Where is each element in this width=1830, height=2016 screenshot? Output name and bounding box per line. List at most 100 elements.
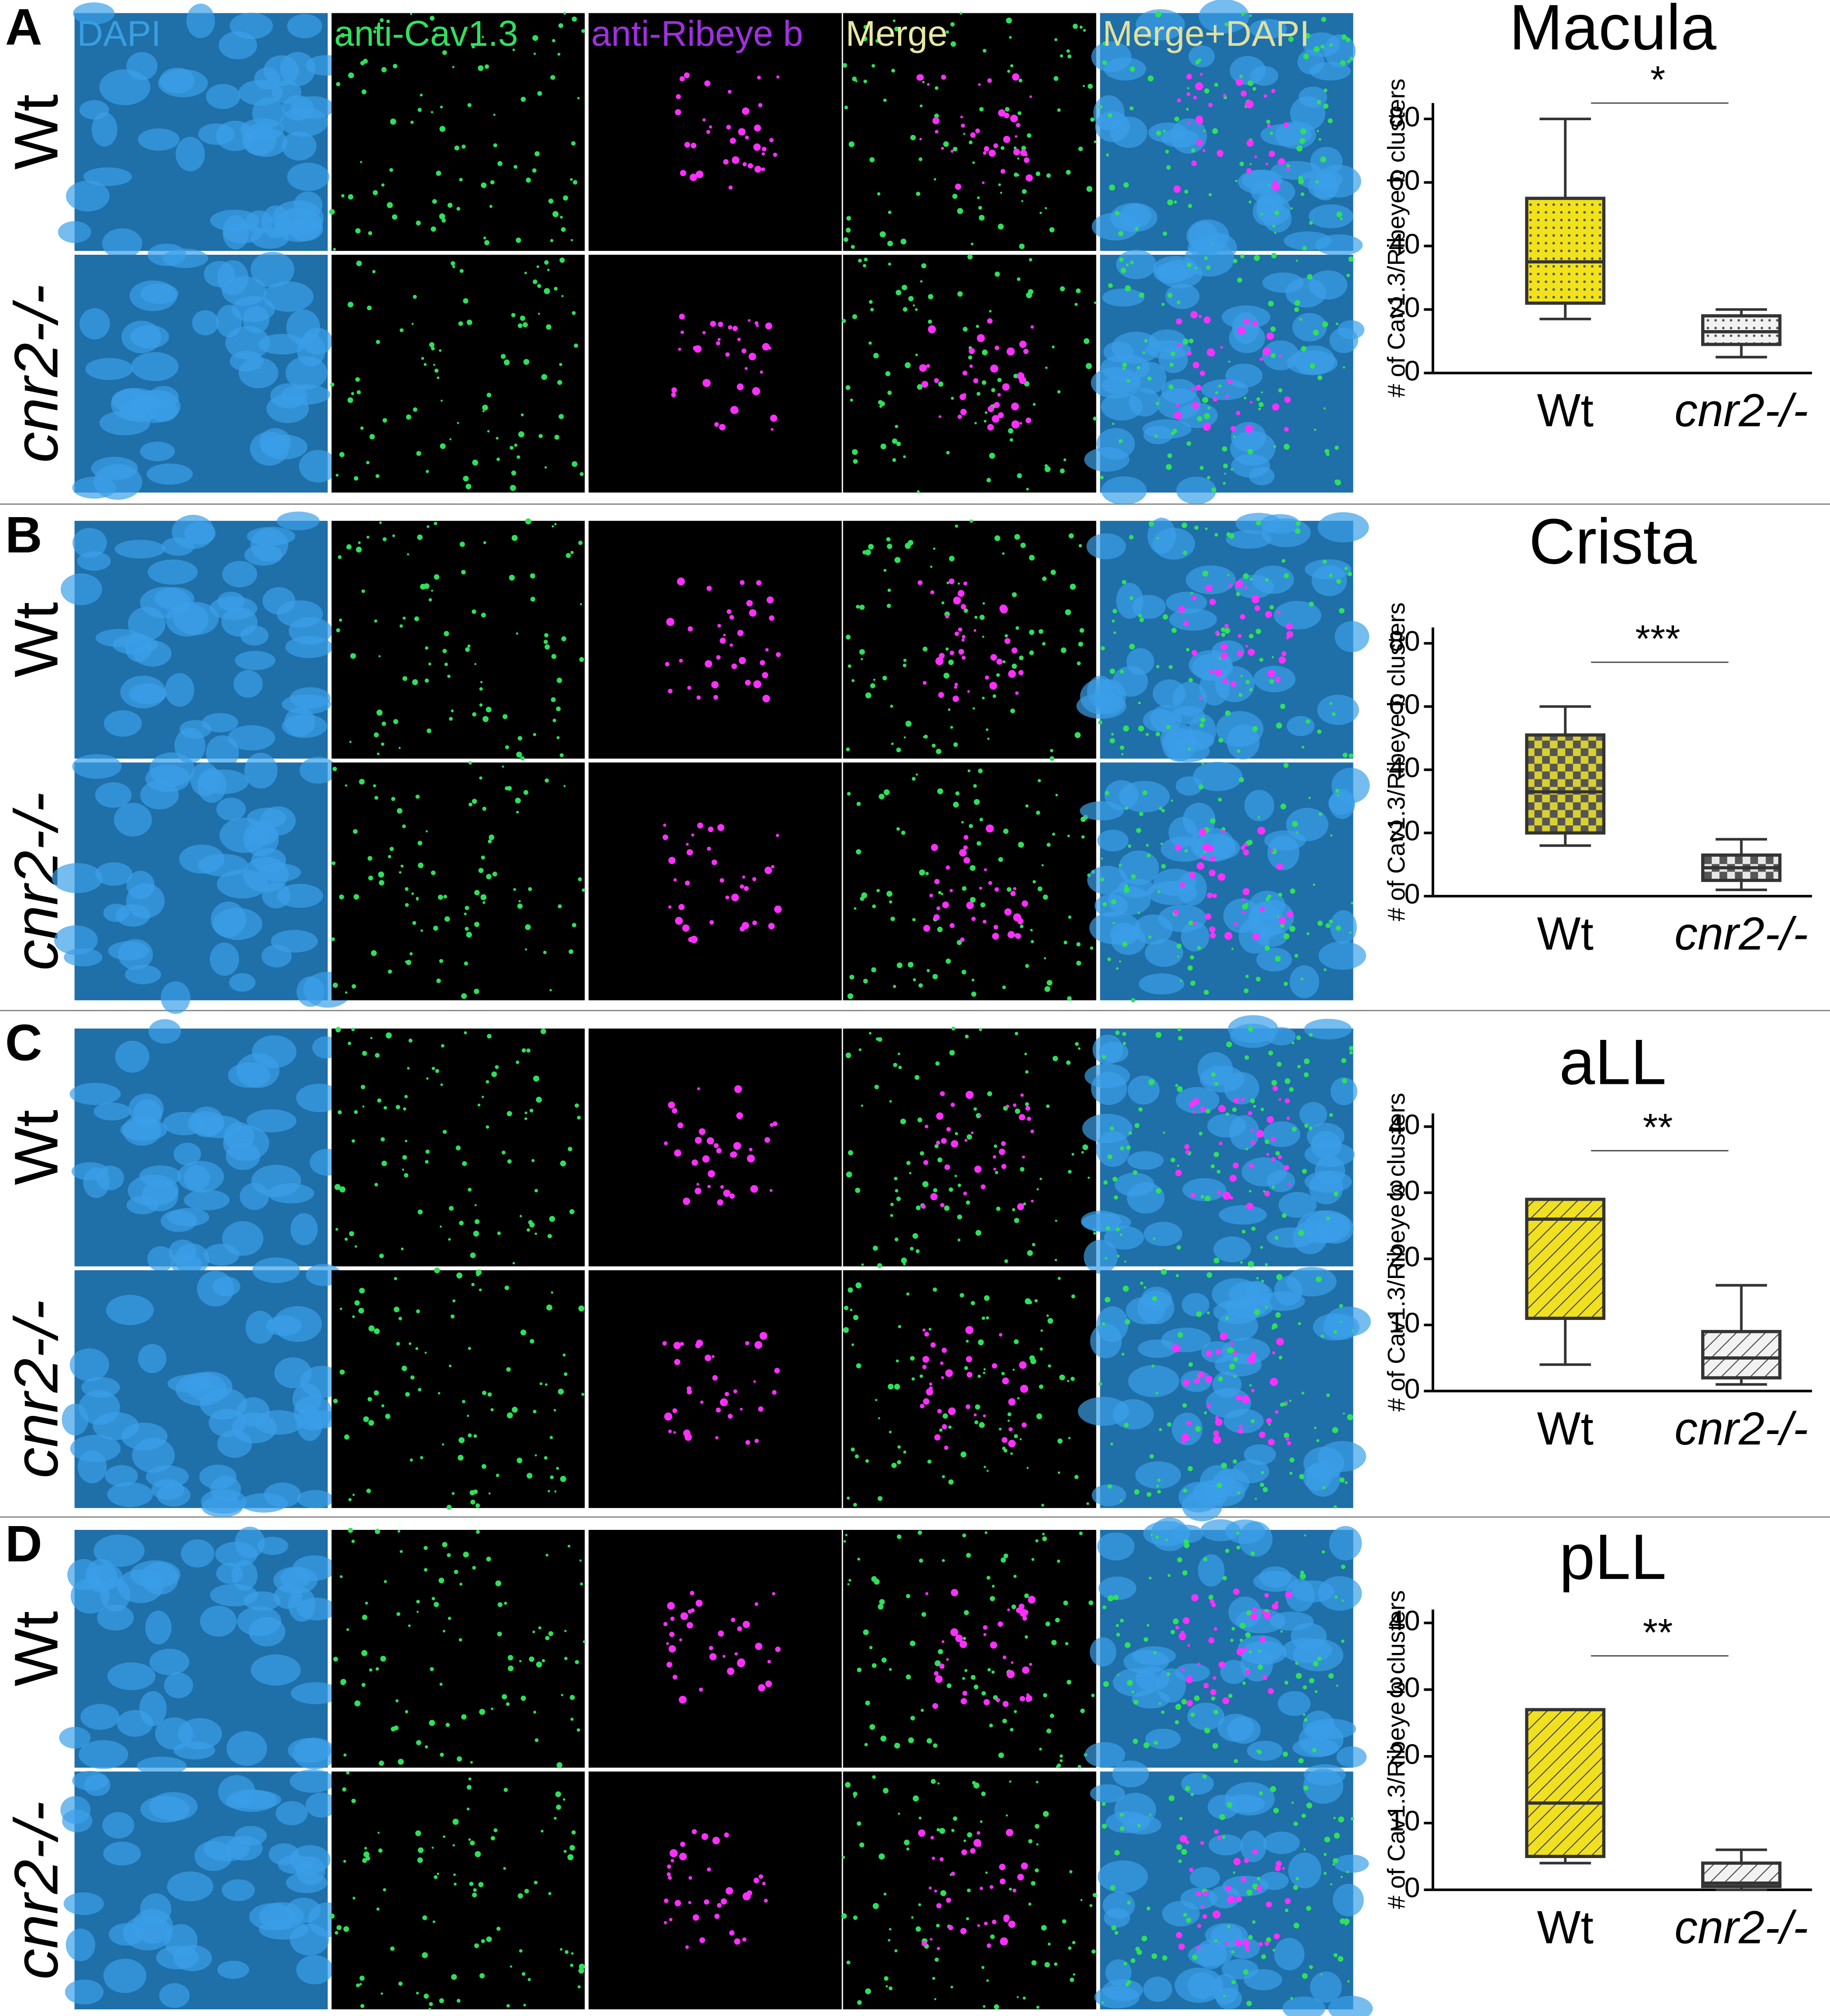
puncta [915,353,918,356]
nucleus [286,1872,328,1893]
puncta [897,1534,902,1539]
puncta [359,779,365,785]
puncta [1163,129,1166,133]
puncta [992,1919,997,1924]
puncta [503,1867,506,1870]
panel-label: A [5,0,42,56]
puncta [1013,1710,1017,1714]
puncta [668,1876,672,1880]
nucleus [139,1691,167,1726]
puncta [921,1204,926,1209]
puncta [1003,1914,1010,1921]
puncta [465,926,469,931]
puncta [762,146,767,152]
puncta [934,1434,941,1441]
y-tick-label: 40 [1389,1108,1420,1140]
puncta [949,1187,953,1192]
puncta [991,1670,995,1674]
puncta [929,1886,932,1890]
nucleus [1238,170,1281,194]
puncta [1208,1637,1215,1643]
puncta [686,1622,693,1629]
puncta [466,1785,472,1790]
puncta [691,143,697,149]
separators [0,503,1830,1518]
puncta [1120,1812,1124,1817]
puncta [1209,869,1216,877]
puncta [1130,260,1134,265]
nucleus [132,1438,175,1473]
puncta [1318,812,1323,816]
puncta [1092,1893,1097,1897]
puncta [1013,146,1017,150]
puncta [846,228,851,233]
puncta [544,466,547,469]
puncta [1209,926,1216,933]
puncta [1146,733,1149,736]
puncta [1057,1471,1060,1474]
puncta [1067,834,1070,837]
puncta [734,1938,741,1945]
puncta [1257,1664,1263,1670]
puncta [421,357,424,360]
puncta [439,1683,443,1686]
puncta [1167,453,1172,458]
puncta [940,1890,947,1896]
nucleus [79,1740,128,1769]
puncta [674,1149,682,1157]
puncta [731,894,739,902]
puncta [1292,1041,1294,1045]
puncta [1273,1933,1280,1940]
puncta [1344,1481,1348,1484]
nucleus [243,821,279,857]
puncta [865,1988,871,1995]
puncta [1123,182,1129,188]
puncta [1019,1696,1025,1702]
puncta [944,1205,950,1211]
nucleus [63,1892,104,1915]
puncta [985,1871,988,1874]
puncta [1019,422,1023,425]
nucleus [1161,129,1199,148]
puncta [554,435,559,440]
nucleus [250,431,289,466]
puncta [1030,929,1033,932]
puncta [1142,351,1146,354]
puncta [917,74,924,81]
puncta [979,215,985,221]
puncta [1022,900,1028,907]
puncta [1282,1751,1288,1757]
puncta [934,1998,937,2000]
puncta [1173,1618,1179,1625]
puncta [420,929,423,932]
nucleus [227,725,275,751]
puncta [1314,428,1316,431]
puncta [471,1283,475,1287]
puncta [1335,789,1340,793]
puncta [917,580,923,585]
puncta [969,348,975,354]
puncta [852,449,858,455]
puncta [579,1559,582,1562]
puncta [1116,967,1119,970]
puncta [678,904,685,910]
puncta [1001,1557,1006,1563]
puncta [721,1898,727,1905]
puncta [1323,1871,1327,1875]
puncta [1106,1226,1110,1231]
puncta [461,1714,467,1720]
puncta [1221,830,1225,833]
puncta [382,721,386,726]
nucleus [222,276,267,306]
nucleus [1299,1723,1344,1756]
puncta [545,1553,548,1557]
nucleus [103,710,142,737]
nucleus [77,1450,107,1484]
puncta [550,239,554,242]
puncta [1163,1131,1165,1134]
puncta [1166,1672,1170,1676]
puncta [960,1451,967,1458]
micrograph [589,1771,842,2010]
image-background [331,13,585,251]
puncta [1265,897,1270,901]
